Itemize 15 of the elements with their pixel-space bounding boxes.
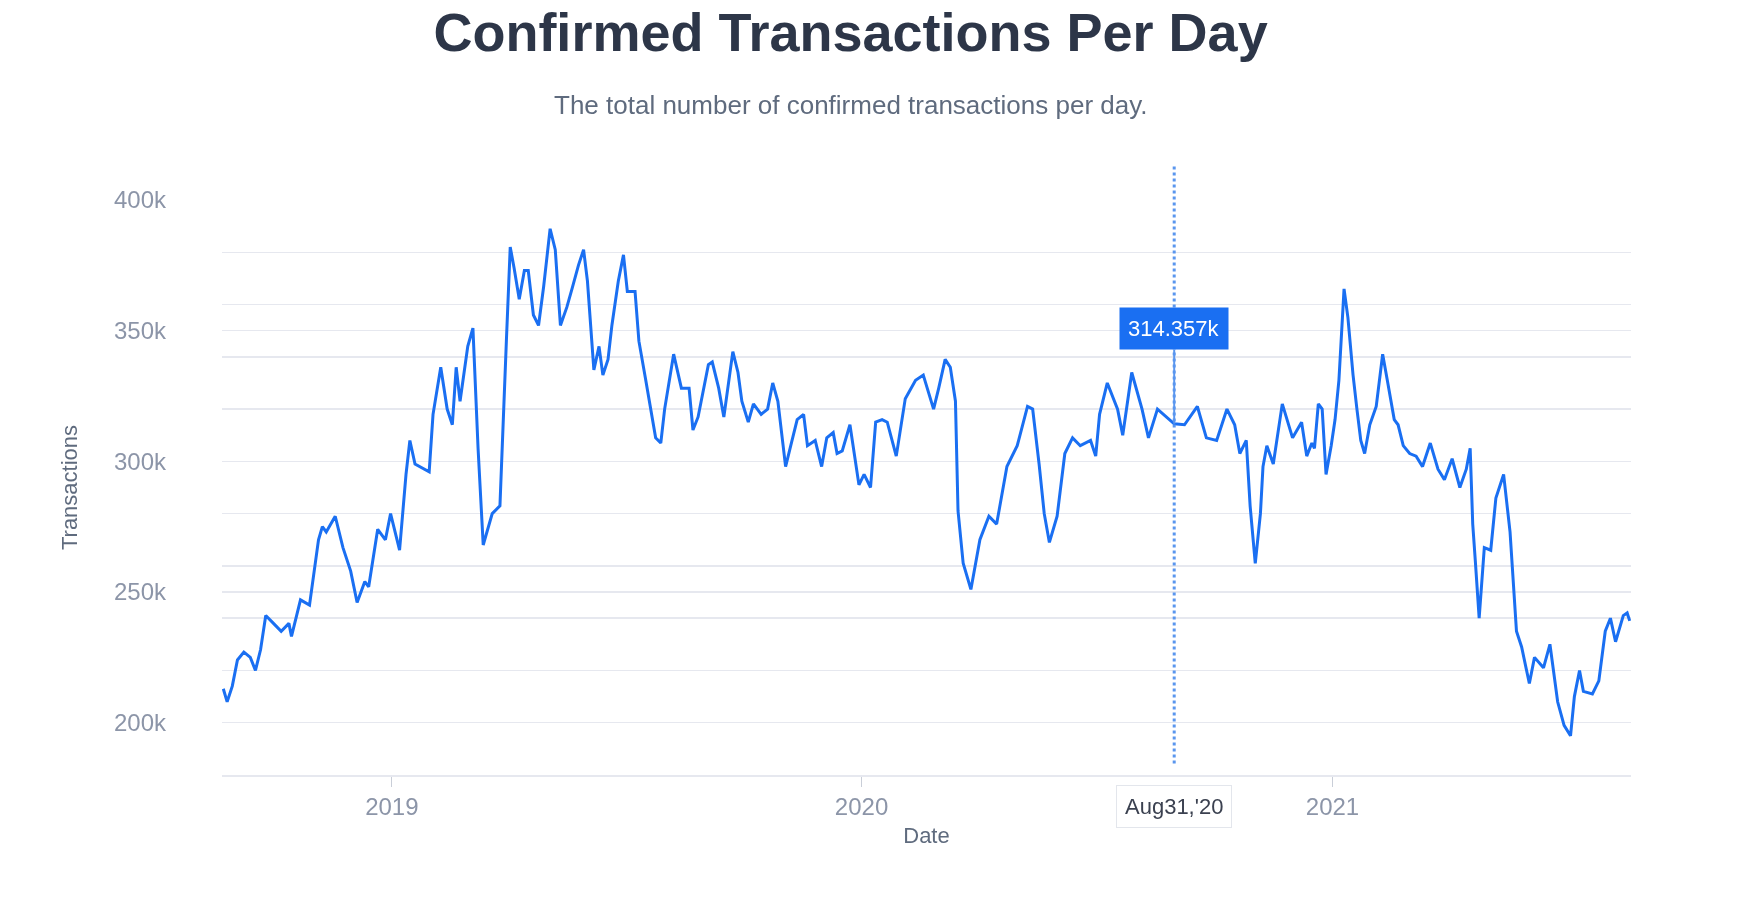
y-tick-label: 300k bbox=[113, 447, 167, 475]
x-tick-label: 2021 bbox=[1305, 793, 1360, 821]
y-tick-label: 200k bbox=[113, 709, 167, 737]
y-tick-label: 250k bbox=[113, 578, 167, 606]
y-tick-label: 350k bbox=[113, 317, 167, 345]
x-tick-label: 2020 bbox=[834, 793, 889, 821]
y-tick-label: 400k bbox=[113, 186, 167, 214]
ref-line-label: Aug31,'20 bbox=[1125, 794, 1224, 819]
x-axis-title: Date bbox=[903, 822, 950, 848]
annotation: 314.357k bbox=[1128, 316, 1220, 341]
line-series bbox=[222, 227, 1631, 738]
y-axis-title: Transactions bbox=[56, 424, 82, 551]
x-tick-label: 2019 bbox=[365, 793, 419, 821]
chart-subtitle: The total number of confirmed transactions per day. bbox=[554, 90, 1148, 120]
chart-title: Confirmed Transactions Per Day bbox=[433, 2, 1268, 63]
